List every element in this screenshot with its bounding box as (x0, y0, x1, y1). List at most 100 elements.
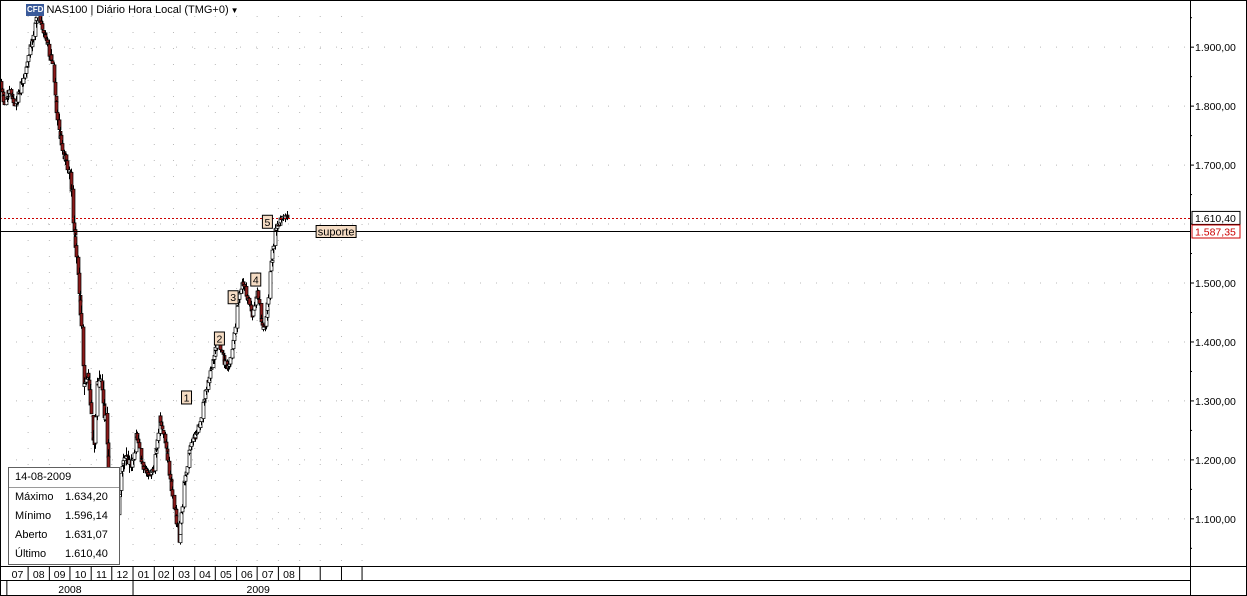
support-tag-box (315, 225, 357, 238)
chart-title[interactable]: CFD NAS100 | Diário Hora Local (TMG+0) ▼ (26, 4, 239, 16)
price-lines-layer: suporte (0, 218, 1190, 239)
candle-body (65, 160, 70, 171)
candle-body (21, 77, 26, 84)
candle-body (266, 297, 271, 305)
candle-body (285, 216, 290, 219)
info-row-last: Último 1.610,40 (9, 545, 119, 564)
candle-body (57, 119, 62, 130)
month-label: 07 (12, 569, 24, 581)
year-label: 2008 (58, 584, 82, 596)
candle-body (257, 299, 262, 304)
y-tick-label: 1.700,00 (1195, 160, 1236, 172)
candle-body (86, 372, 91, 378)
ohlc-info-box: 14-08-2009 Máximo 1.634,20 Mínimo 1.596,… (8, 467, 120, 565)
candle-body (156, 432, 161, 441)
y-tick-label: 1.900,00 (1195, 42, 1236, 54)
candle-body (172, 494, 177, 509)
candle-body (74, 245, 79, 258)
month-label: 04 (199, 569, 211, 581)
month-label: 07 (262, 569, 274, 581)
candle-body (139, 459, 144, 463)
candle-body (178, 533, 183, 544)
candle-body (189, 442, 194, 447)
candle-body (170, 489, 175, 497)
candle-body (178, 522, 183, 535)
candle-body (1, 95, 6, 103)
candle-body (77, 272, 82, 294)
info-label: Mínimo (15, 510, 52, 522)
month-label: 08 (283, 569, 295, 581)
candle-body (185, 466, 190, 474)
candle-body (81, 326, 86, 367)
candle-body (179, 512, 184, 524)
info-row-high: Máximo 1.634,20 (9, 488, 119, 507)
month-label: 02 (158, 569, 170, 581)
candle-body (165, 453, 170, 461)
wave-marker-box (213, 331, 225, 346)
candle-body (183, 475, 188, 482)
chevron-down-icon[interactable]: ▼ (230, 5, 239, 15)
candle-body (180, 506, 185, 513)
candle-body (132, 452, 137, 460)
candle-body (182, 482, 187, 508)
month-label: 09 (54, 569, 66, 581)
info-value: 1.634,20 (65, 491, 108, 503)
candle-body (259, 318, 264, 323)
month-label: 08 (33, 569, 45, 581)
y-tick-label: 1.300,00 (1195, 396, 1236, 408)
candle-body (137, 442, 142, 449)
info-date: 14-08-2009 (9, 468, 119, 488)
candles-layer (0, 7, 290, 545)
candle-body (53, 82, 58, 96)
year-label: 2009 (246, 584, 270, 596)
candle-body (164, 441, 169, 449)
support-tag-label: suporte (318, 227, 355, 239)
candle-body (256, 290, 261, 299)
wave-marker-box (250, 272, 262, 287)
candle-body (4, 98, 9, 106)
candle-body (270, 249, 275, 260)
support-price-tag-label: 1.587,35 (1195, 226, 1236, 238)
candle-body (40, 23, 45, 30)
wave-markers-layer: 1 2 3 4 5 (181, 214, 273, 405)
wave-marker-box (261, 214, 273, 229)
price-axis-bg (1190, 0, 1247, 596)
candle-body (161, 429, 166, 435)
wave-marker-box (227, 290, 239, 305)
last-price-tag (1191, 210, 1241, 225)
candle-body (52, 64, 57, 83)
candle-body (271, 245, 276, 250)
candle-body (26, 55, 31, 62)
candle-body (45, 39, 50, 44)
candle-body (101, 389, 106, 404)
candle-body (208, 370, 213, 379)
y-tick-label: 1.800,00 (1195, 101, 1236, 113)
cfd-badge-icon: CFD (26, 4, 45, 16)
info-row-open: Aberto 1.631,07 (9, 526, 119, 545)
y-tick-label: 1.500,00 (1195, 278, 1236, 290)
axis-layer: 1.100,00 1.200,00 1.300,00 1.400,00 1.500,00… (6, 17, 1241, 596)
y-tick-label: 1.200,00 (1195, 455, 1236, 467)
wave-marker-label: 3 (230, 292, 236, 304)
month-label: 10 (75, 569, 87, 581)
wave-marker-label: 2 (217, 334, 223, 346)
candle-body (230, 348, 235, 359)
candle-body (43, 34, 48, 39)
candle-body (89, 402, 94, 415)
candle-body (187, 449, 192, 454)
candle-body (153, 454, 158, 472)
last-price-tag-label: 1.610,40 (1195, 213, 1236, 225)
month-label: 11 (96, 569, 107, 581)
candle-body (160, 425, 165, 430)
info-label: Aberto (15, 529, 48, 541)
candle-body (49, 54, 54, 61)
y-tick-label: 1.100,00 (1195, 514, 1236, 526)
candle-body (251, 309, 256, 317)
month-label: 01 (138, 569, 150, 581)
candle-body (55, 111, 60, 121)
candle-body (79, 313, 84, 327)
candle-body (60, 143, 65, 151)
